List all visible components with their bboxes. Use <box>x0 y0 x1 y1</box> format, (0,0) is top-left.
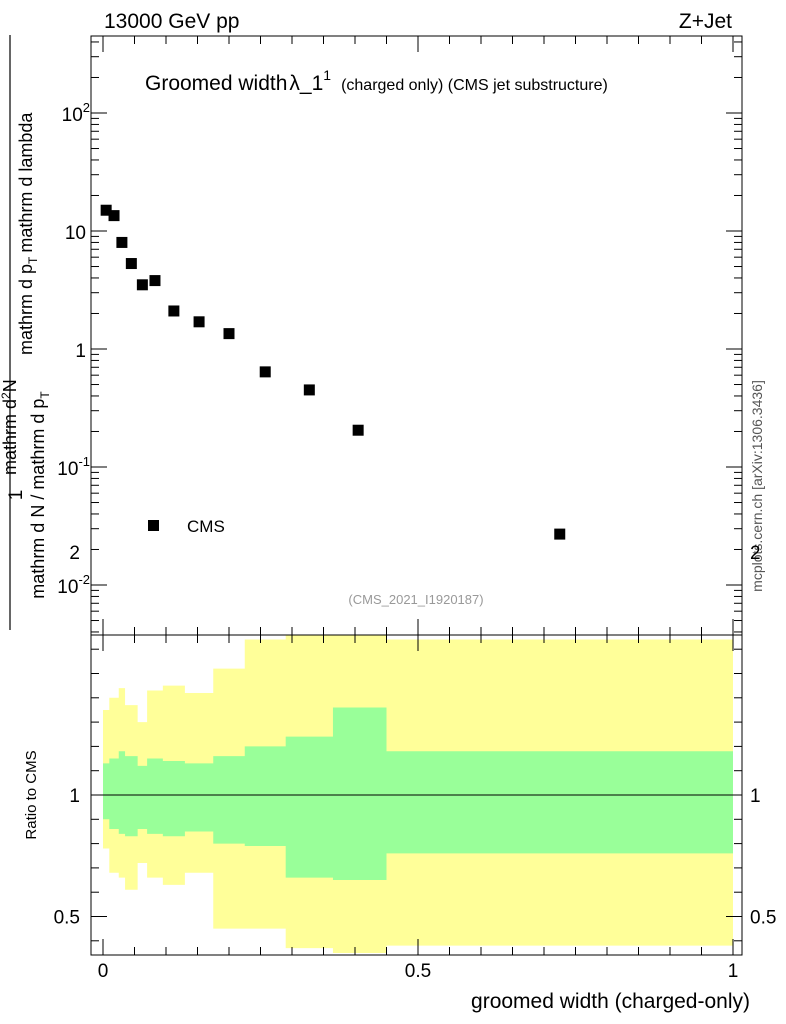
x-tick-label: 0 <box>98 961 109 982</box>
ratio-y-tick-label-left: 2 <box>69 543 80 564</box>
ratio-axis-ticks <box>91 635 742 955</box>
data-point-cms <box>352 424 364 436</box>
plot-title: Groomed widthλ_11(charged only) (CMS jet… <box>145 67 608 95</box>
data-point-cms <box>108 210 120 222</box>
mcplots-credit: mcplots.cern.ch [arXiv:1306.3436] <box>749 380 765 592</box>
y-label-bottom-expression: mathrm d pTmathrm d lambda <box>16 112 40 355</box>
ratio-y-tick-label-right: 1 <box>750 786 761 807</box>
main-panel-frame <box>90 35 743 636</box>
data-point-cms <box>100 204 112 216</box>
x-tick-label: 0.5 <box>405 961 431 982</box>
ratio-tick-labels: 0.5 0.5 1 1 2 2 0 0.5 1 <box>54 543 777 982</box>
ratio-panel: 0.5 0.5 1 1 2 2 0 0.5 1 <box>54 543 777 982</box>
main-y-axis-label: 1 mathrm d N / mathrm d pT mathrm d2N ma… <box>0 35 52 630</box>
y-tick-label: 102 <box>62 100 90 126</box>
process-label: Z+Jet <box>679 10 732 33</box>
main-axis-ticks <box>91 36 742 635</box>
collision-energy-label: 13000 GeV pp <box>104 10 239 33</box>
main-panel: 10-2 10-1 1 10 102 <box>57 35 743 636</box>
ratio-inner-band <box>103 707 733 881</box>
y-tick-label: 10-2 <box>57 572 90 598</box>
ratio-bands <box>91 635 742 953</box>
data-point-cms <box>554 528 566 540</box>
data-point-cms <box>193 316 205 328</box>
y-tick-label: 10-1 <box>57 454 90 480</box>
data-point-cms <box>125 258 137 270</box>
ratio-y-tick-label-right: 0.5 <box>750 908 776 929</box>
analysis-id: (CMS_2021_I1920187) <box>348 592 483 607</box>
legend-label-cms: CMS <box>187 517 225 536</box>
ratio-panel-frame <box>90 634 743 956</box>
y-label-numerator-one: 1 <box>6 490 27 501</box>
ratio-y-tick-label-right: 2 <box>750 543 761 564</box>
y-tick-label: 10 <box>65 223 86 244</box>
data-point-cms <box>149 275 161 287</box>
data-point-cms <box>168 305 180 317</box>
ratio-y-tick-label-left: 0.5 <box>54 908 80 929</box>
y-label-top-expression: mathrm d2N <box>0 379 20 475</box>
x-tick-label: 1 <box>728 961 739 982</box>
data-points <box>100 204 566 540</box>
ratio-y-tick-label-left: 1 <box>69 786 80 807</box>
ratio-y-axis-label: Ratio to CMS <box>23 750 40 839</box>
data-point-cms <box>303 384 315 396</box>
data-point-cms <box>136 279 148 291</box>
data-point-cms <box>223 328 235 340</box>
y-tick-label: 1 <box>75 341 86 362</box>
y-label-first-denominator: mathrm d N / mathrm d pT <box>28 391 52 599</box>
data-point-cms <box>116 236 128 248</box>
main-y-tick-labels: 10-2 10-1 1 10 102 <box>57 100 90 598</box>
legend-marker-cms <box>148 520 159 531</box>
data-point-cms <box>259 366 271 378</box>
x-axis-label: groomed width (charged-only) <box>471 990 750 1013</box>
